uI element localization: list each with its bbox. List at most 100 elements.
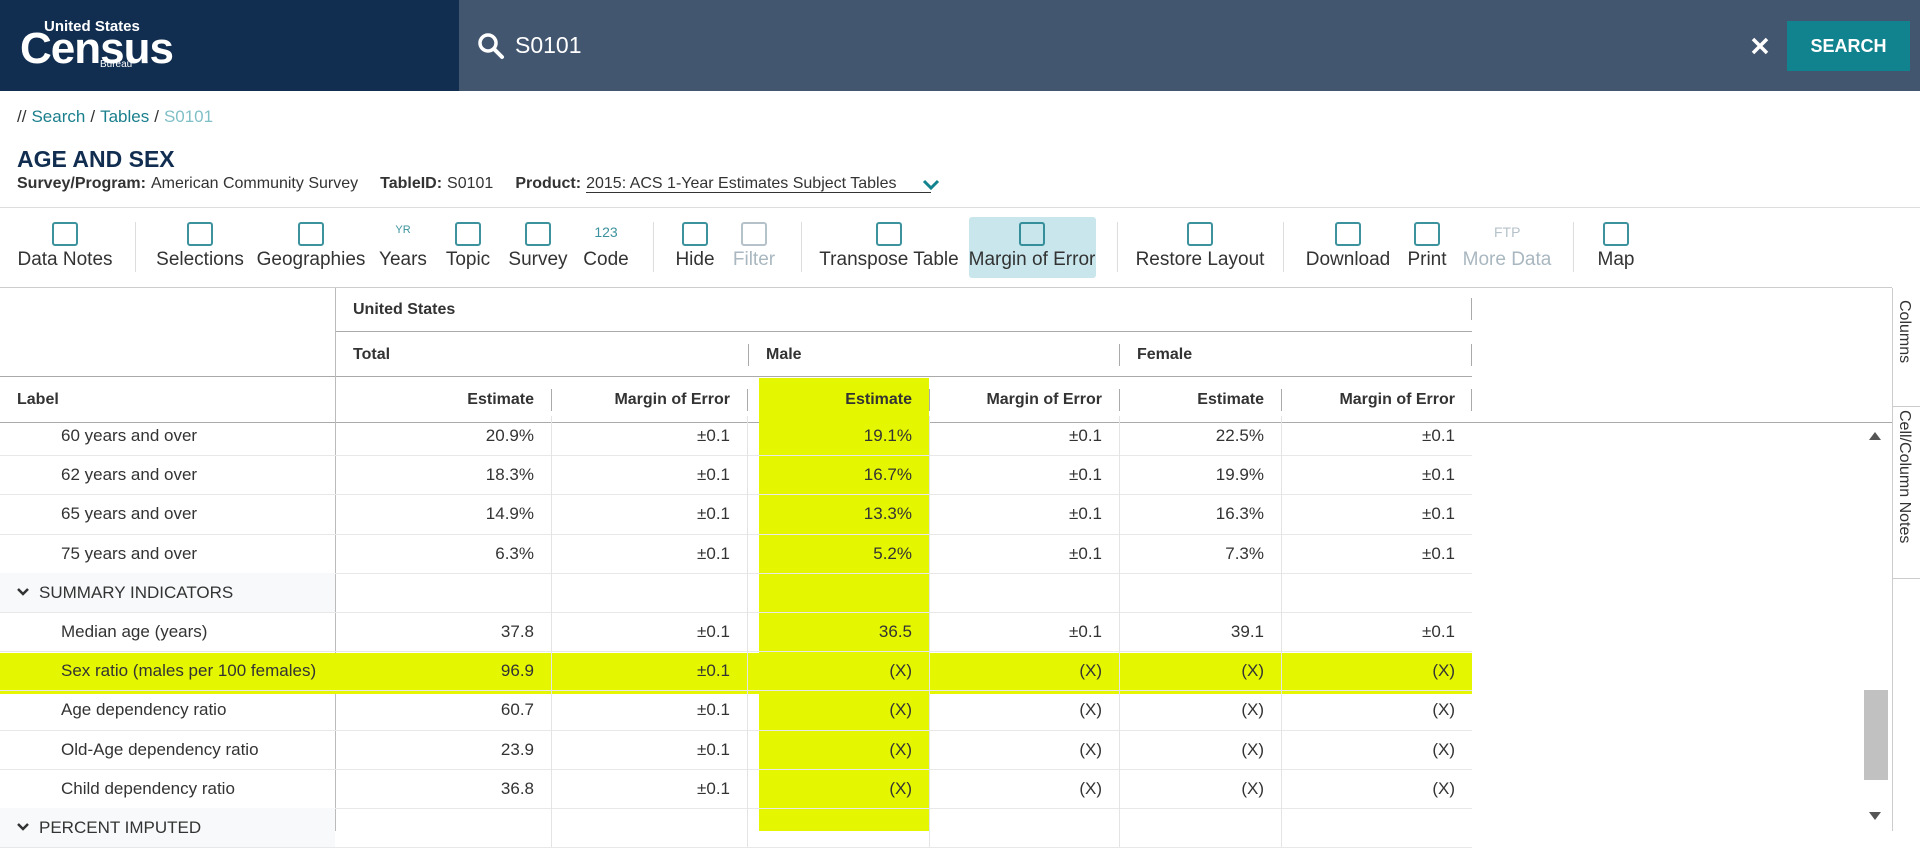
row-line [0, 808, 1472, 809]
expand-chevron[interactable] [16, 586, 30, 598]
toolbar-button[interactable]: Selections [156, 249, 244, 270]
cell: 36.5 [878, 622, 912, 641]
toolbar-button[interactable]: Download [1305, 249, 1391, 270]
toolbar-button[interactable]: Margin of Error [968, 249, 1096, 270]
toolbar-icon [1603, 222, 1629, 246]
toolbar-button[interactable]: Code [583, 249, 629, 270]
toolbar-button[interactable]: Map [1597, 249, 1635, 270]
row-label: 62 years and over [61, 465, 198, 485]
cell: ±0.1 [697, 622, 730, 641]
cell: (X) [1432, 778, 1455, 798]
cell-line [1281, 455, 1282, 495]
page-title: AGE AND SEX [17, 146, 175, 172]
breadcrumb-link[interactable]: S0101 [163, 107, 214, 126]
cell-line [747, 729, 748, 769]
row-label: 65 years and over [61, 504, 198, 524]
cell: (X) [889, 661, 912, 681]
line [929, 389, 930, 411]
search-input[interactable]: S0101 [515, 32, 582, 58]
cell-line [1119, 494, 1120, 534]
cell: ±0.1 [1069, 426, 1102, 445]
cell: ±0.1 [697, 543, 730, 563]
scroll-arrow[interactable] [1869, 812, 1881, 820]
toolbar-icon [1414, 222, 1440, 246]
cell-line [747, 808, 748, 848]
group-header: Total [353, 346, 391, 363]
cell-line [929, 416, 930, 456]
cell-line [1281, 690, 1282, 730]
row-line [0, 612, 1472, 613]
cell: 20.9% [485, 426, 534, 445]
side-tab[interactable]: Cell/Column Notes [1896, 410, 1913, 544]
line [1119, 389, 1120, 411]
expand-chevron[interactable] [16, 821, 30, 833]
cell: (X) [1079, 778, 1102, 798]
active-highlight [969, 217, 1096, 278]
toolbar-button[interactable]: Topic [445, 249, 491, 270]
cell: 39.1 [1230, 622, 1264, 641]
cell: 36.8 [500, 778, 534, 798]
cell-line [551, 690, 552, 730]
toolbar-icon [52, 222, 78, 246]
toolbar-button[interactable]: Print [1407, 249, 1447, 270]
cell-line [929, 690, 930, 730]
row-line [0, 455, 1472, 457]
side-tab[interactable]: Columns [1896, 300, 1913, 364]
cell-line [551, 808, 552, 848]
cell: ±0.1 [697, 739, 730, 759]
toolbar-separator [1573, 222, 1574, 272]
toolbar-button[interactable]: Restore Layout [1135, 249, 1265, 270]
row-line [0, 572, 1472, 574]
cell-line [1119, 729, 1120, 769]
cell: (X) [1432, 661, 1455, 681]
toolbar-button: More Data [1462, 249, 1552, 270]
header-bg [0, 288, 1892, 422]
cell-line [929, 651, 930, 691]
logo-area[interactable]: United States Census Bureau [0, 0, 459, 91]
cell-line [1119, 690, 1120, 730]
toolbar-separator [135, 222, 136, 272]
toolbar-button[interactable]: Hide [675, 249, 715, 270]
column-header: Margin of Error [614, 391, 730, 408]
cell-line [747, 690, 748, 730]
breadcrumb-link[interactable]: Tables [100, 107, 150, 126]
toolbar-button[interactable]: Years [379, 249, 427, 270]
cell-line [1119, 572, 1120, 612]
toolbar-icon [187, 222, 213, 246]
cell: 23.9 [500, 739, 534, 759]
toolbar-button[interactable]: Geographies [256, 249, 366, 270]
line [0, 376, 335, 377]
breadcrumb-link[interactable]: Search [31, 107, 86, 126]
toolbar-separator [653, 222, 654, 272]
group-header: Male [766, 346, 802, 363]
row-line [0, 690, 1472, 692]
scroll-thumb[interactable] [1864, 690, 1888, 780]
cell: 22.5% [1215, 426, 1264, 445]
clear-button[interactable] [1750, 36, 1770, 56]
cell: 7.3% [1225, 543, 1264, 563]
row-label: 75 years and over [61, 543, 198, 563]
row-label: Child dependency ratio [61, 778, 235, 798]
cell-line [1119, 533, 1120, 573]
column-header: Margin of Error [1339, 391, 1455, 408]
logo-text: Bureau [100, 59, 133, 70]
cell-line [1281, 533, 1282, 573]
row-highlight [0, 653, 1472, 695]
search-button[interactable]: SEARCH [1787, 21, 1910, 71]
scroll-arrow[interactable] [1869, 432, 1881, 440]
toolbar-button[interactable]: Transpose Table [819, 249, 959, 270]
toolbar-button[interactable]: Data Notes [17, 249, 113, 270]
cell-line [1119, 612, 1120, 652]
cell-line [1281, 768, 1282, 808]
cell-line [1281, 612, 1282, 652]
meta-value[interactable]: 2015: ACS 1-Year Estimates Subject Table… [586, 175, 931, 193]
toolbar-button: Filter [732, 249, 776, 270]
row-label: Median age (years) [61, 622, 208, 641]
toolbar-button[interactable]: Survey [508, 249, 568, 270]
logo-text: United States [44, 18, 140, 35]
dropdown-chevron[interactable] [922, 178, 940, 192]
toolbar-icon: FTP [1494, 222, 1520, 246]
column-header: Estimate [845, 391, 912, 408]
cell-line [551, 533, 552, 573]
section-label: PERCENT IMPUTED [39, 818, 202, 837]
